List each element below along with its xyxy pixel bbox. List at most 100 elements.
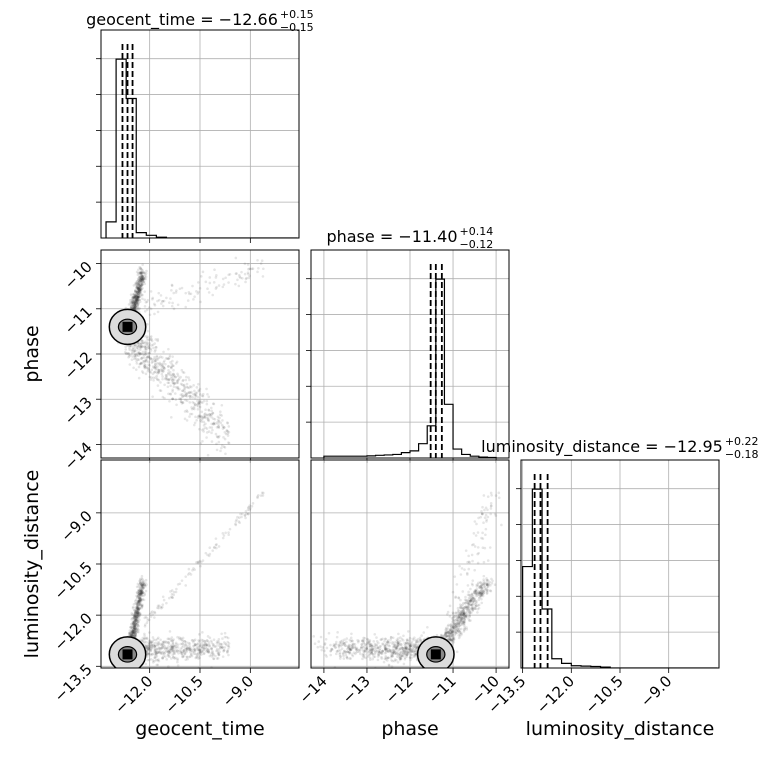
sample-point <box>245 512 248 516</box>
sample-point <box>220 645 223 648</box>
sample-point <box>149 335 153 338</box>
sample-point <box>171 377 175 381</box>
sample-point <box>244 516 247 520</box>
sample-point <box>140 604 144 607</box>
sample-point <box>162 350 165 354</box>
sample-point <box>167 392 170 396</box>
sample-point <box>168 651 171 654</box>
sample-point <box>174 641 178 645</box>
sample-point <box>133 295 137 299</box>
sample-point <box>200 560 203 564</box>
sample-point <box>154 638 158 642</box>
sample-point <box>137 607 141 611</box>
sample-point <box>167 654 170 658</box>
sample-point <box>139 279 142 283</box>
sample-point <box>214 654 217 658</box>
sample-point <box>156 663 160 667</box>
sample-point <box>136 297 140 301</box>
sample-point <box>141 587 145 591</box>
sample-point <box>155 377 159 381</box>
sample-point <box>140 605 144 608</box>
sample-point <box>133 300 137 304</box>
sample-point <box>205 649 209 653</box>
sample-point <box>136 610 139 613</box>
sample-point <box>155 346 158 349</box>
sample-point <box>193 407 196 411</box>
sample-point <box>174 590 178 594</box>
sample-point <box>140 281 144 284</box>
sample-point <box>129 630 133 634</box>
sample-point <box>139 276 142 279</box>
sample-point <box>180 368 184 372</box>
sample-point <box>147 618 151 622</box>
sample-point <box>157 291 161 295</box>
sample-point <box>176 379 179 383</box>
sample-point <box>172 364 175 368</box>
sample-point <box>203 640 207 643</box>
sample-point <box>134 634 138 638</box>
sample-point <box>137 342 141 346</box>
sample-point <box>146 652 149 656</box>
sample-point <box>168 651 172 655</box>
sample-point <box>200 650 203 654</box>
sample-point <box>179 650 183 654</box>
sample-point <box>189 394 193 398</box>
sample-point <box>163 359 166 363</box>
sample-point <box>154 652 157 655</box>
sample-point <box>149 290 153 293</box>
sample-point <box>135 293 139 296</box>
sample-point <box>135 299 138 303</box>
sample-point <box>136 626 139 630</box>
sample-point <box>191 400 195 404</box>
sample-point <box>206 453 210 457</box>
sample-point <box>137 286 141 289</box>
sample-point <box>136 594 140 597</box>
sample-point <box>132 622 135 626</box>
sample-point <box>196 652 200 656</box>
sample-point <box>139 284 142 288</box>
sample-point <box>135 628 138 631</box>
sample-point <box>198 389 201 393</box>
sample-point <box>148 613 152 616</box>
sample-point <box>153 365 157 368</box>
sample-point <box>154 655 157 658</box>
sample-point <box>133 295 137 298</box>
sample-point <box>174 649 177 653</box>
sample-point <box>140 287 144 291</box>
sample-point <box>256 258 259 262</box>
sample-point <box>219 643 222 646</box>
sample-point <box>131 622 134 626</box>
sample-point <box>170 595 173 599</box>
sample-point <box>198 656 201 660</box>
sample-point <box>172 382 176 386</box>
sample-point <box>143 364 146 368</box>
sample-point <box>155 651 159 654</box>
sample-point <box>193 642 197 646</box>
sample-point <box>133 306 137 310</box>
sample-point <box>138 607 142 610</box>
sample-point <box>137 608 140 611</box>
sample-point <box>147 355 151 359</box>
sample-point <box>207 648 211 652</box>
sample-point <box>175 289 178 292</box>
sample-point <box>208 413 211 416</box>
sample-point <box>185 399 189 403</box>
sample-point <box>132 284 136 287</box>
sample-point <box>141 350 145 354</box>
sample-point <box>140 277 143 280</box>
sample-point <box>197 651 200 655</box>
sample-point <box>247 505 251 509</box>
sample-point <box>178 636 181 639</box>
sample-point <box>144 662 148 666</box>
sample-point <box>183 385 187 389</box>
sample-point <box>143 365 147 369</box>
sample-point <box>163 646 166 650</box>
sample-point <box>144 578 148 582</box>
sample-point <box>164 362 167 366</box>
sample-point <box>134 601 137 605</box>
sample-point <box>173 392 177 395</box>
sample-point <box>135 307 138 311</box>
sample-point <box>137 585 140 588</box>
sample-point <box>133 608 136 612</box>
sample-point <box>143 640 147 643</box>
